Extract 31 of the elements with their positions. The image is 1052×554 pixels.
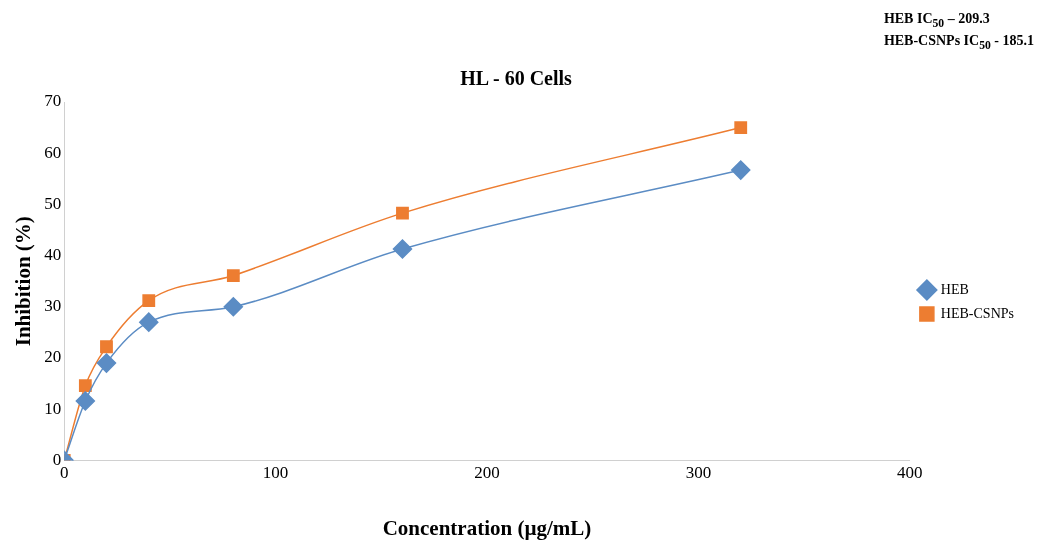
y-tick-label: 50 <box>44 193 62 213</box>
point <box>226 269 240 282</box>
point <box>100 340 113 354</box>
y-tick-label: 30 <box>44 296 62 316</box>
point <box>223 297 244 317</box>
y-axis-title: Inhibition (%) <box>11 216 36 347</box>
chart-title: HL - 60 Cells <box>460 67 573 90</box>
x-tick-label: 100 <box>262 463 289 483</box>
x-tick-label: 400 <box>897 463 923 483</box>
point <box>392 239 413 259</box>
point <box>96 353 117 373</box>
text: HEB IC$_{50}$ – 209.3 <box>883 10 991 32</box>
y-tick-label: 0 <box>52 449 62 469</box>
y-tick-label: 10 <box>44 398 62 418</box>
x-tick-label: 200 <box>474 463 500 483</box>
point <box>734 121 748 135</box>
y-tick-label: 70 <box>44 91 62 111</box>
point <box>78 379 92 393</box>
y-tick-label: 40 <box>44 245 62 265</box>
text: HEB-CSNPs IC$_{50}$ - 185.1 <box>883 31 1034 54</box>
x-tick-label: 300 <box>685 463 712 483</box>
point <box>75 391 96 411</box>
legend-label: HEB-CSNPs <box>940 305 1015 321</box>
y-tick-label: 60 <box>44 142 62 162</box>
point <box>730 160 751 180</box>
point <box>396 206 409 220</box>
x-axis-title: Concentration (µg/mL) <box>382 515 592 540</box>
legend-label: HEB <box>940 281 969 297</box>
y-tick-label: 20 <box>44 347 62 367</box>
point <box>142 294 156 308</box>
point <box>139 312 159 332</box>
